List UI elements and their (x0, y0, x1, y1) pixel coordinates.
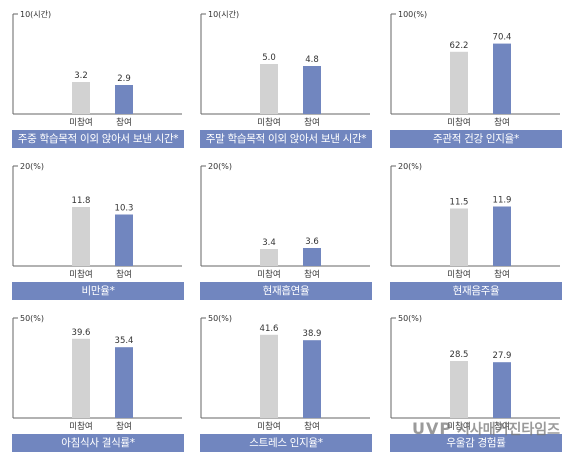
chart-plot: 50(%) 41.6 미참여 38.9 참여 (200, 314, 370, 432)
bar-participant (493, 206, 511, 266)
data-label-non-participant: 3.2 (74, 71, 88, 81)
data-label-participant: 27.9 (493, 351, 512, 361)
y-axis-max-label: 10(시간) (20, 9, 51, 19)
category-label-participant: 참여 (116, 269, 132, 280)
y-axis-max-label: 50(%) (398, 314, 422, 323)
bar-participant (303, 340, 321, 418)
category-label-non-participant: 미참여 (447, 117, 470, 128)
category-label-participant: 참여 (494, 421, 510, 432)
category-label-participant: 참여 (494, 117, 510, 128)
bar-non-participant (72, 338, 90, 418)
y-axis-max-label: 100(%) (398, 10, 427, 19)
y-axis-max-label: 50(%) (208, 314, 232, 323)
category-label-non-participant: 미참여 (69, 421, 92, 432)
category-label-participant: 참여 (116, 421, 132, 432)
bar-non-participant (450, 51, 468, 114)
bar-non-participant (450, 208, 468, 266)
chart-title-banner: 현재흡연율 (200, 282, 372, 300)
data-label-non-participant: 5.0 (262, 53, 276, 63)
category-label-participant: 참여 (494, 269, 510, 280)
y-axis-max-label: 10(시간) (208, 9, 239, 19)
data-label-participant: 4.8 (305, 55, 319, 65)
chart-title-banner: 현재음주율 (390, 282, 562, 300)
data-label-non-participant: 28.5 (450, 350, 469, 360)
category-label-non-participant: 미참여 (69, 269, 92, 280)
y-axis-max-label: 20(%) (20, 162, 44, 171)
data-label-participant: 11.9 (493, 196, 512, 206)
data-label-non-participant: 3.4 (262, 238, 276, 248)
category-label-participant: 참여 (304, 117, 320, 128)
bar-participant (493, 362, 511, 418)
data-label-non-participant: 62.2 (450, 41, 469, 51)
bar-non-participant (260, 64, 278, 114)
bar-non-participant (72, 207, 90, 266)
category-label-participant: 참여 (304, 421, 320, 432)
chart-plot: 20(%) 11.5 미참여 11.9 참여 (390, 162, 560, 280)
y-axis-max-label: 20(%) (398, 162, 422, 171)
chart-plot: 50(%) 39.6 미참여 35.4 참여 (12, 314, 182, 432)
bar-participant (303, 248, 321, 266)
category-label-non-participant: 미참여 (257, 117, 280, 128)
bar-participant (115, 347, 133, 418)
data-label-non-participant: 39.6 (72, 328, 91, 338)
category-label-non-participant: 미참여 (257, 421, 280, 432)
watermark-text: 시사매거진타임즈 (456, 422, 560, 438)
data-label-participant: 3.6 (305, 237, 319, 247)
bar-participant (303, 66, 321, 114)
bar-non-participant (72, 82, 90, 114)
watermark-logo: UVP (411, 419, 453, 438)
data-label-non-participant: 11.5 (450, 198, 469, 208)
data-label-participant: 10.3 (115, 204, 134, 214)
bar-participant (115, 85, 133, 114)
category-label-participant: 참여 (116, 117, 132, 128)
data-label-participant: 2.9 (117, 74, 131, 84)
y-axis-max-label: 20(%) (208, 162, 232, 171)
chart-plot: 100(%) 62.2 미참여 70.4 참여 (390, 10, 560, 128)
chart-title-banner: 주중 학습목적 이외 앉아서 보낸 시간* (12, 130, 184, 148)
data-label-non-participant: 11.8 (72, 196, 91, 206)
chart-title-banner: 아침식사 결식률* (12, 434, 184, 452)
category-label-non-participant: 미참여 (447, 269, 470, 280)
chart-title-banner: 주관적 건강 인지율* (390, 130, 562, 148)
data-label-participant: 38.9 (303, 329, 322, 339)
data-label-participant: 70.4 (493, 33, 512, 43)
category-label-non-participant: 미참여 (69, 117, 92, 128)
watermark: UVP 시사매거진타임즈 (412, 419, 560, 439)
y-axis-max-label: 50(%) (20, 314, 44, 323)
bar-participant (493, 43, 511, 114)
data-label-non-participant: 41.6 (260, 324, 279, 334)
chart-plot: 20(%) 3.4 미참여 3.6 참여 (200, 162, 370, 280)
chart-title-banner: 스트레스 인지율* (200, 434, 372, 452)
chart-plot: 20(%) 11.8 미참여 10.3 참여 (12, 162, 182, 280)
chart-plot: 10(시간) 3.2 미참여 2.9 참여 (12, 9, 182, 128)
category-label-non-participant: 미참여 (447, 421, 470, 432)
chart-plot: 50(%) 28.5 미참여 27.9 참여 (390, 314, 560, 432)
category-label-participant: 참여 (304, 269, 320, 280)
chart-title-banner: 비만율* (12, 282, 184, 300)
chart-title-banner: 주말 학습목적 이외 앉아서 보낸 시간* (200, 130, 372, 148)
chart-title-banner: 우울감 경험률 (390, 434, 562, 452)
bar-participant (115, 214, 133, 266)
bar-non-participant (260, 334, 278, 418)
category-label-non-participant: 미참여 (257, 269, 280, 280)
chart-plot: 10(시간) 5.0 미참여 4.8 참여 (200, 9, 370, 128)
data-label-participant: 35.4 (115, 336, 134, 346)
bar-non-participant (260, 249, 278, 266)
bar-non-participant (450, 361, 468, 418)
